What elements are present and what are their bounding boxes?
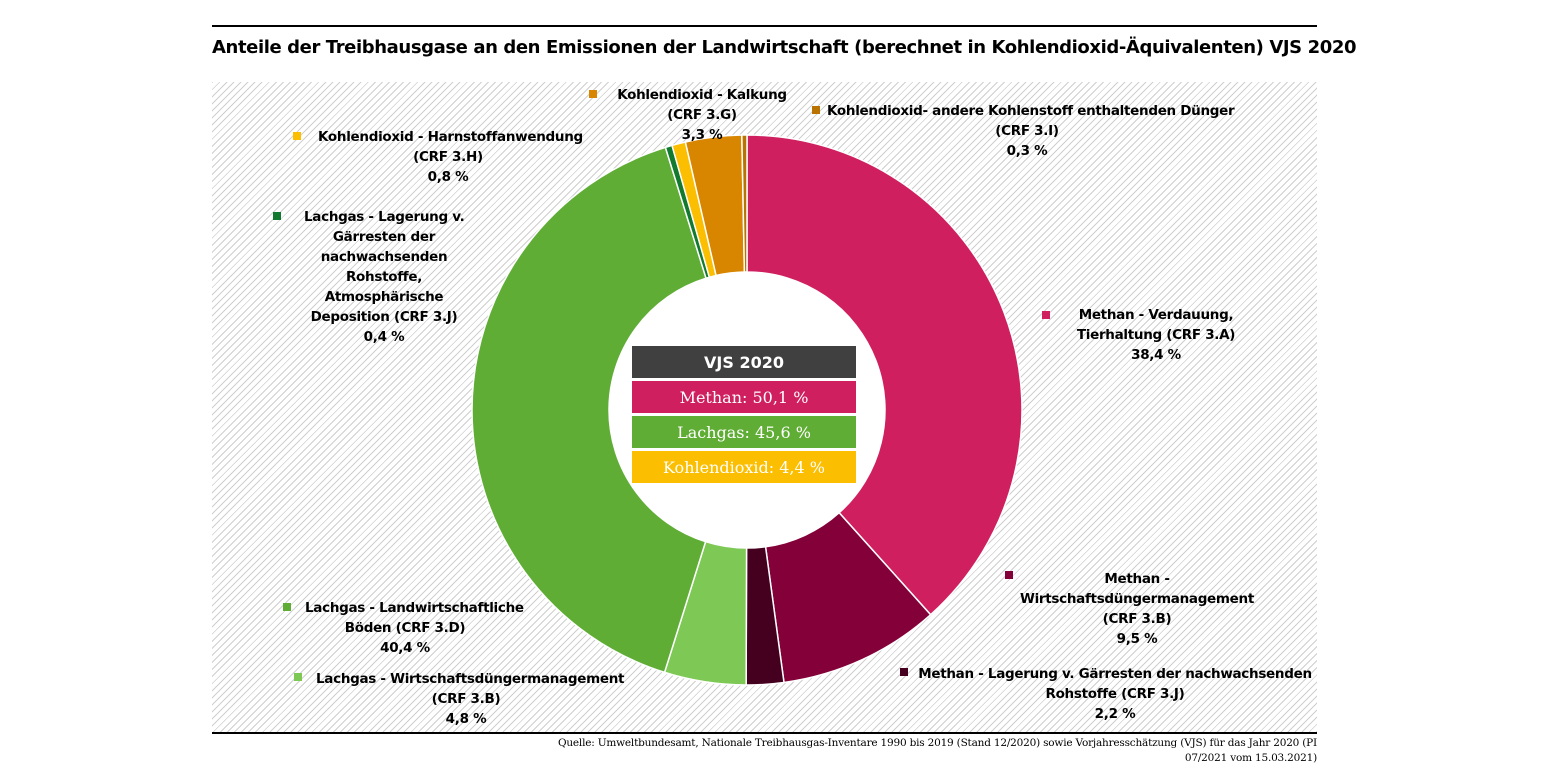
- label-line: Tierhaltung (CRF 3.A): [1076, 327, 1236, 343]
- label-line: Kohlendioxid - Harnstoffanwendung: [318, 129, 583, 145]
- label-line: 0,3 %: [1006, 143, 1048, 159]
- legend-marker-co2-kalkung: [589, 90, 597, 98]
- label-line: (CRF 3.G): [667, 107, 737, 123]
- label-line: Lachgas - Wirtschaftsdüngermanagement: [316, 671, 625, 687]
- label-line: 3,3 %: [681, 127, 723, 143]
- legend-marker-co2-andere: [812, 106, 820, 114]
- label-line: Lachgas - Lagerung v.: [304, 209, 465, 225]
- label-line: 0,8 %: [427, 169, 469, 185]
- title-rule: [212, 25, 1317, 27]
- label-line: (CRF 3.H): [413, 149, 483, 165]
- label-line: 38,4 %: [1131, 347, 1181, 363]
- legend-marker-lachgas-wdm: [294, 673, 302, 681]
- label-line: Atmosphärische: [324, 289, 444, 305]
- label-line: Methan -: [1104, 571, 1170, 587]
- source-line-1: Quelle: Umweltbundesamt, Nationale Treib…: [557, 737, 1317, 749]
- label-line: nachwachsenden: [320, 249, 448, 265]
- label-line: 4,8 %: [445, 711, 487, 727]
- plot-area: Methan - Verdauung, Tierhaltung (CRF 3.A)…: [212, 82, 1317, 732]
- label-line: Gärresten der: [332, 229, 436, 245]
- label-line: Deposition (CRF 3.J): [310, 309, 458, 325]
- label-line: Kohlendioxid- andere Kohlenstoff enthalt…: [827, 103, 1235, 119]
- legend-marker-methan-verdauung: [1042, 311, 1050, 319]
- source-line-2: 07/2021 vom 15.03.2021): [1184, 752, 1317, 764]
- label-line: 9,5 %: [1116, 631, 1158, 647]
- label-line: (CRF 3.B): [431, 691, 501, 707]
- legend-marker-methan-gaerreste: [900, 668, 908, 676]
- label-lachgas-wdm: Lachgas - Wirtschaftsdüngermanagement (CR…: [316, 669, 625, 729]
- label-line: Böden (CRF 3.D): [344, 620, 466, 636]
- label-lachgas-boeden: Lachgas - Landwirtschaftliche Böden (CRF …: [305, 598, 524, 658]
- label-co2-andere: Kohlendioxid- andere Kohlenstoff enthalt…: [827, 101, 1235, 161]
- label-line: 0,4 %: [363, 329, 405, 345]
- label-line: 2,2 %: [1094, 706, 1136, 722]
- summary-box: VJS 2020 Methan: 50,1 % Lachgas: 45,6 % …: [632, 346, 856, 486]
- source-note: Quelle: Umweltbundesamt, Nationale Treib…: [517, 736, 1317, 766]
- label-line: 40,4 %: [380, 640, 430, 656]
- summary-header: VJS 2020: [632, 346, 856, 378]
- legend-marker-methan-wdm: [1005, 571, 1013, 579]
- label-line: (CRF 3.I): [995, 123, 1059, 139]
- label-methan-gaerreste: Methan - Lagerung v. Gärresten der nachw…: [915, 664, 1315, 724]
- label-lachgas-gaerreste: Lachgas - Lagerung v. Gärresten der nachwa…: [304, 207, 465, 347]
- label-line: Methan - Verdauung,: [1078, 307, 1234, 323]
- summary-row-methan: Methan: 50,1 %: [632, 381, 856, 413]
- slice-co2-andere: [741, 134, 748, 273]
- legend-marker-lachgas-boeden: [283, 603, 291, 611]
- label-line: Rohstoffe,: [345, 269, 423, 285]
- bottom-rule: [212, 732, 1317, 734]
- label-methan-verdauung: Methan - Verdauung, Tierhaltung (CRF 3.A)…: [1056, 305, 1256, 365]
- label-line: Lachgas - Landwirtschaftliche: [305, 600, 524, 616]
- label-co2-harnstoff: Kohlendioxid - Harnstoffanwendung (CRF 3.…: [318, 127, 583, 187]
- label-co2-kalkung: Kohlendioxid - Kalkung (CRF 3.G) 3,3 %: [612, 85, 792, 145]
- label-line: (CRF 3.B): [1102, 611, 1172, 627]
- label-line: Wirtschaftsdüngermanagement: [1019, 591, 1255, 607]
- slice-methan-verdauung: [746, 134, 1023, 616]
- label-methan-wdm: Methan - Wirtschaftsdüngermanagement (CRF …: [1017, 569, 1257, 649]
- summary-row-lachgas: Lachgas: 45,6 %: [632, 416, 856, 448]
- label-line: Methan - Lagerung v. Gärresten der nachw…: [918, 666, 1312, 682]
- summary-row-kohlendioxid: Kohlendioxid: 4,4 %: [632, 451, 856, 483]
- label-line: Rohstoffe (CRF 3.J): [1045, 686, 1185, 702]
- legend-marker-lachgas-gaerreste: [273, 212, 281, 220]
- legend-marker-co2-harnstoff: [293, 132, 301, 140]
- slice-lachgas-boeden: [471, 146, 707, 674]
- label-line: Kohlendioxid - Kalkung: [617, 87, 787, 103]
- chart-title: Anteile der Treibhausgase an den Emissio…: [212, 37, 1357, 58]
